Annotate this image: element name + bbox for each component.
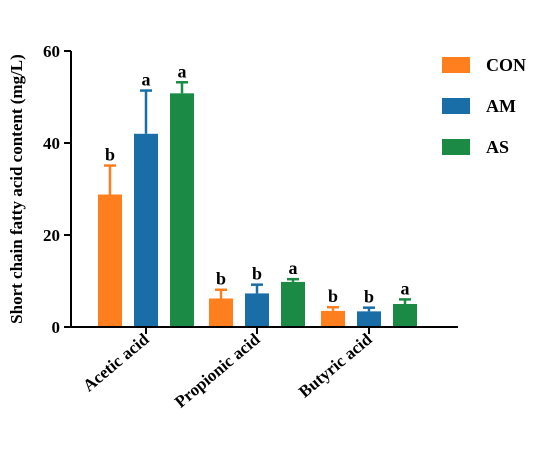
significance-letter: b — [328, 286, 338, 306]
error-bar-am-2 — [363, 306, 375, 312]
error-bar-con-1 — [215, 288, 227, 299]
significance-letters-layer: b b b a b b a a a — [105, 61, 410, 306]
significance-letter: b — [364, 287, 374, 307]
bar-as-0 — [170, 93, 194, 327]
bar-am-1 — [245, 293, 269, 327]
legend-swatch — [442, 98, 470, 114]
error-bar-con-0 — [104, 164, 116, 195]
error-bar-am-1 — [251, 283, 263, 294]
significance-letter: b — [252, 264, 262, 284]
bars-layer — [98, 93, 417, 327]
error-bars-layer — [104, 81, 411, 312]
error-bar-as-0 — [176, 81, 188, 94]
legend-item-am: AM — [442, 96, 516, 116]
error-bar-con-2 — [327, 305, 339, 311]
legend-item-as: AS — [442, 137, 509, 157]
bar-am-0 — [134, 133, 158, 327]
significance-letter: b — [216, 269, 226, 289]
legend: CON AM AS — [442, 55, 526, 157]
legend-swatch — [442, 139, 470, 155]
legend-swatch — [442, 57, 470, 73]
bar-as-2 — [393, 304, 417, 327]
error-bar-as-2 — [399, 298, 411, 304]
significance-letter: a — [142, 70, 151, 90]
y-tick-label: 20 — [43, 226, 60, 245]
bar-con-0 — [98, 194, 122, 327]
legend-label: AM — [486, 96, 516, 116]
x-tick-label: Acetic acid — [79, 329, 153, 395]
significance-letter: a — [289, 258, 298, 278]
significance-letter: a — [178, 61, 187, 81]
error-bar-as-1 — [287, 277, 299, 282]
bar-con-2 — [321, 310, 345, 327]
legend-item-con: CON — [442, 55, 526, 75]
legend-label: CON — [486, 55, 526, 75]
bar-as-1 — [281, 281, 305, 327]
y-tick-label: 40 — [43, 134, 60, 153]
legend-label: AS — [486, 137, 509, 157]
bar-con-1 — [209, 298, 233, 327]
y-tick-label: 60 — [43, 42, 60, 61]
error-bar-am-0 — [140, 89, 152, 134]
significance-letter: a — [401, 278, 410, 298]
significance-letter: b — [105, 145, 115, 165]
y-tick-label: 0 — [52, 318, 61, 337]
x-tick-label: Butyric acid — [295, 329, 376, 401]
bar-am-2 — [357, 311, 381, 327]
y-axis-label: Short chain fatty acid content (mg/L) — [7, 54, 26, 324]
x-tick-label: Propionic acid — [171, 329, 264, 411]
